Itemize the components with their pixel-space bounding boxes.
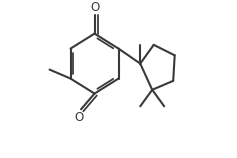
Text: O: O <box>90 1 99 14</box>
Text: O: O <box>74 111 83 124</box>
